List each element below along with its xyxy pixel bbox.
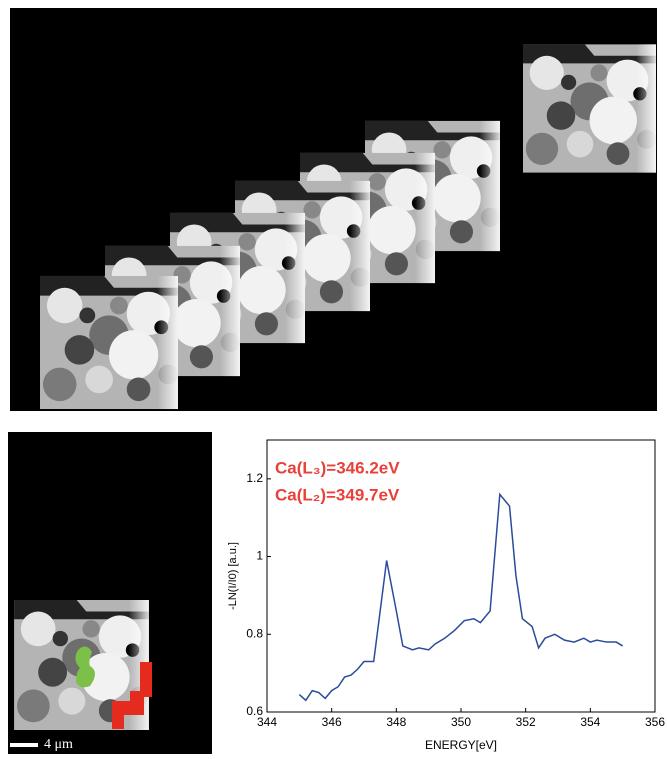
x-tick-label: 350 bbox=[451, 715, 471, 729]
x-tick-label: 354 bbox=[580, 715, 600, 729]
annotation: Ca(L₂)=349.7eV bbox=[275, 485, 400, 504]
scale-bar bbox=[10, 743, 38, 747]
x-axis-label: ENERGY[eV] bbox=[425, 738, 497, 752]
x-tick-label: 348 bbox=[386, 715, 406, 729]
y-tick-label: 0.8 bbox=[246, 626, 263, 640]
x-tick-label: 346 bbox=[322, 715, 342, 729]
image-tile bbox=[40, 275, 178, 410]
y-tick-label: 0.6 bbox=[246, 704, 263, 718]
annotation: Ca(L₃)=346.2eV bbox=[275, 458, 400, 477]
red-region bbox=[112, 662, 152, 729]
x-tick-label: 356 bbox=[645, 715, 665, 729]
x-tick-label: 352 bbox=[516, 715, 536, 729]
scale-label: 4 μm bbox=[44, 737, 73, 752]
image-tile bbox=[523, 44, 656, 173]
y-axis-label: -LN(I/I0) [a.u.] bbox=[227, 542, 239, 610]
data-line bbox=[298, 492, 624, 702]
green-region bbox=[75, 646, 95, 688]
plot-area bbox=[266, 439, 656, 713]
y-tick-label: 1.2 bbox=[246, 471, 263, 485]
x-tick-label: 344 bbox=[257, 715, 277, 729]
y-tick-label: 1 bbox=[256, 549, 263, 563]
